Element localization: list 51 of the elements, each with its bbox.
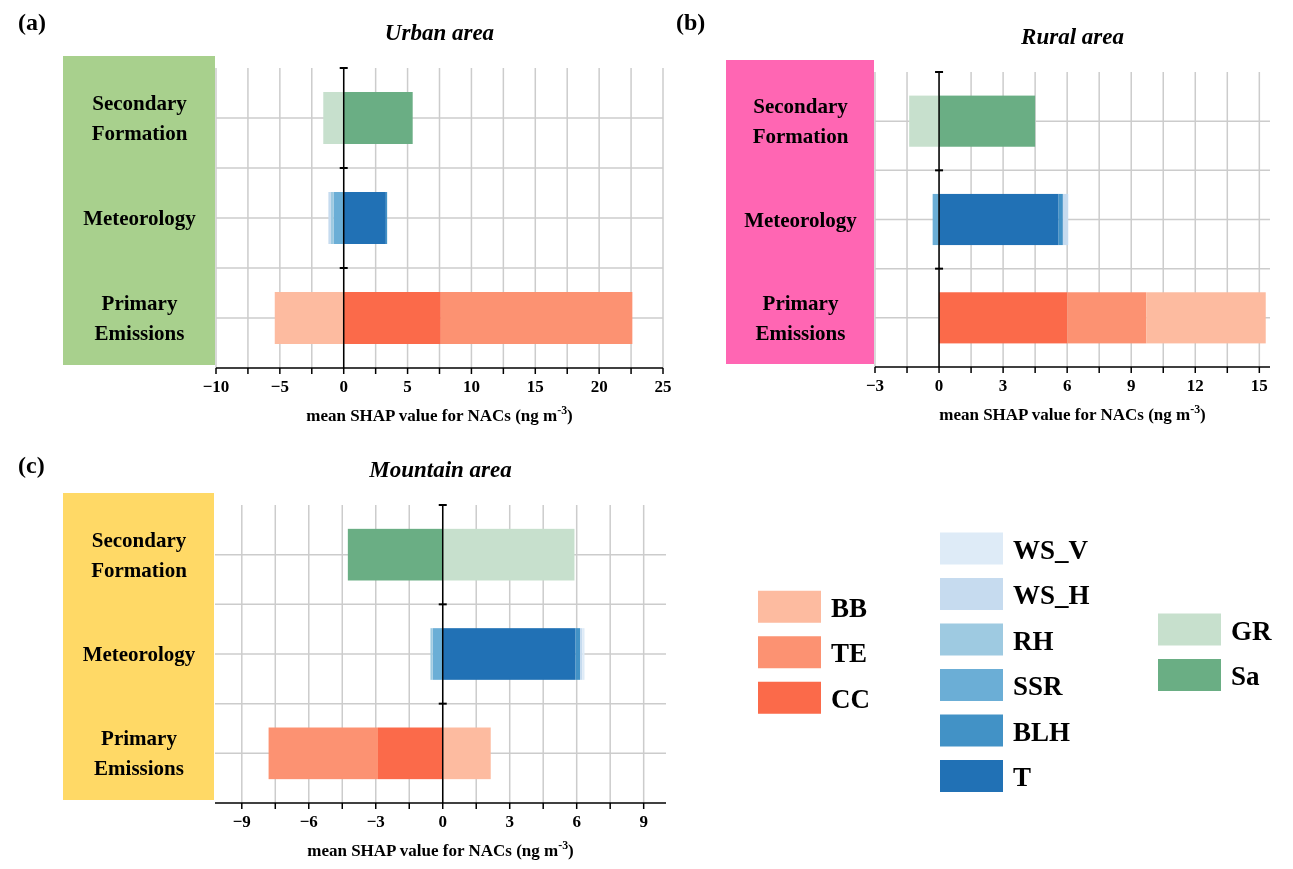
text: (a) [18,9,46,35]
x-axis-title: mean SHAP value for NACs (ng m$^{-3}$) [306,403,573,425]
x-tick-label: 9 [639,812,648,831]
x-tick-label: 12 [1186,376,1204,395]
text: (b) [676,9,706,35]
x-tick-label: 20 [590,377,608,396]
y-tick-label: Secondary Formation [91,91,188,145]
x-axis-title: mean SHAP value for NACs (ng m$^{-3}$) [939,402,1206,424]
x-tick-label: −10 [202,377,230,396]
legend-label: T [1013,762,1032,792]
x-tick-label: 3 [998,376,1008,395]
y-tick-label: Secondary Formation [91,527,188,582]
x-tick-label: 0 [438,812,447,831]
y-tick-label: Primary Emissions [94,726,184,781]
x-tick-label: 15 [1250,376,1268,395]
y-tick-label: Meteorology [82,642,196,666]
chart-title: Urban area [384,20,495,45]
x-tick-label: 9 [1126,376,1136,395]
legend-label: GR [1231,615,1272,646]
y-tick-label: Primary Emissions [755,290,846,345]
x-tick-label: −6 [299,812,318,831]
x-tick-label: −9 [232,812,251,831]
y-tick-label: Primary Emissions [94,291,185,345]
x-tick-label: 0 [339,377,348,396]
legend-label: SSR [1013,671,1064,701]
x-tick-label: −5 [270,377,289,396]
x-tick-label: 10 [462,377,480,396]
x-tick-label: 15 [526,377,544,396]
x-tick-label: 3 [505,812,514,831]
x-axis-title: mean SHAP value for NACs (ng m$^{-3}$) [307,838,574,860]
x-tick-label: 0 [934,376,944,395]
y-tick-label: Secondary Formation [752,94,849,149]
x-tick-label: 25 [654,377,672,396]
legend-label: BB [831,592,868,623]
y-tick-label: Meteorology [83,206,197,230]
legend-label: TE [831,638,868,669]
chart-title: Rural area [1020,24,1124,49]
x-tick-label: 5 [403,377,412,396]
y-tick-label: Meteorology [744,207,858,232]
chart-title: Mountain area [368,457,512,482]
legend-label: Sa [1231,661,1261,691]
text: (c) [18,452,45,478]
x-tick-label: −3 [865,376,885,395]
legend-label: CC [831,683,870,714]
legend-label: BLH [1013,716,1071,747]
legend-label: WS_V [1013,534,1089,565]
x-tick-label: 6 [572,812,581,831]
legend-label: RH [1013,625,1054,656]
x-tick-label: 6 [1062,376,1072,395]
legend-label: WS_H [1013,580,1090,610]
x-tick-label: −3 [366,812,385,831]
